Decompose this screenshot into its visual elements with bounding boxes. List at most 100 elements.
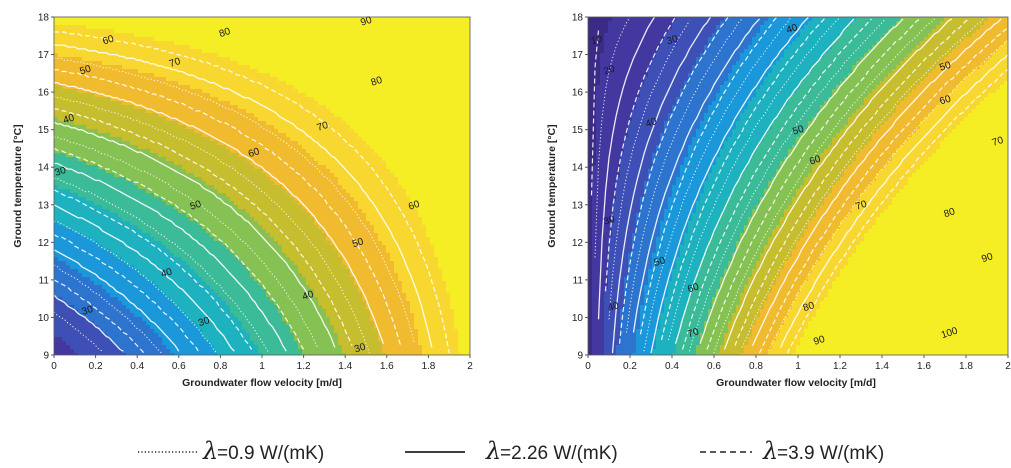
contour-band-cell: [190, 313, 195, 318]
contour-band-cell: [218, 293, 223, 298]
contour-band-cell: [118, 341, 123, 346]
contour-band-cell: [274, 345, 279, 350]
contour-band-cell: [198, 53, 203, 58]
contour-band-cell: [134, 213, 139, 218]
contour-band-cell: [158, 185, 163, 190]
contour-band-cell: [222, 281, 227, 286]
contour-band-cell: [150, 153, 155, 158]
contour-band-cell: [254, 285, 259, 290]
contour-band-cell: [66, 109, 71, 114]
contour-band-cell: [122, 133, 127, 138]
contour-band-cell: [154, 229, 159, 234]
contour-band-cell: [138, 53, 143, 58]
contour-band-cell: [222, 317, 227, 322]
contour-band-cell: [78, 165, 83, 170]
contour-band-cell: [222, 61, 227, 66]
contour-band-cell: [114, 193, 119, 198]
contour-band-cell: [98, 177, 103, 182]
contour-band-cell: [246, 209, 251, 214]
contour-band-cell: [94, 37, 99, 42]
contour-band-cell: [58, 141, 63, 146]
contour-band-cell: [282, 57, 287, 62]
contour-band-cell: [174, 29, 179, 34]
contour-band-cell: [158, 189, 163, 194]
contour-band-cell: [90, 81, 95, 86]
contour-band-cell: [198, 217, 203, 222]
contour-band-cell: [134, 353, 139, 355]
contour-band-cell: [206, 241, 211, 246]
contour-band-cell: [190, 225, 195, 230]
contour-band-cell: [194, 89, 199, 94]
contour-band-cell: [238, 113, 243, 118]
contour-band-cell: [58, 321, 63, 326]
contour-band-cell: [62, 125, 67, 130]
contour-band-cell: [74, 213, 79, 218]
contour-band-cell: [62, 329, 67, 334]
contour-band-cell: [66, 261, 71, 266]
contour-band-cell: [250, 173, 255, 178]
contour-band-cell: [94, 73, 99, 78]
contour-band-cell: [194, 293, 199, 298]
contour-band-cell: [178, 341, 183, 346]
contour-band-cell: [266, 337, 271, 342]
contour-band-cell: [158, 153, 163, 158]
contour-band-cell: [158, 133, 163, 138]
contour-band-cell: [238, 281, 243, 286]
contour-band-cell: [282, 225, 287, 230]
contour-band-cell: [250, 189, 255, 194]
contour-band-cell: [138, 313, 143, 318]
contour-band-cell: [270, 45, 275, 50]
contour-band-cell: [130, 81, 135, 86]
contour-band-cell: [250, 245, 255, 250]
contour-band-cell: [90, 261, 95, 266]
contour-band-cell: [162, 329, 167, 334]
contour-band-cell: [142, 181, 147, 186]
contour-band-cell: [246, 89, 251, 94]
contour-band-cell: [90, 213, 95, 218]
contour-band-cell: [122, 201, 127, 206]
contour-band-cell: [222, 337, 227, 342]
contour-band-cell: [142, 21, 147, 26]
contour-band-cell: [238, 25, 243, 30]
contour-band-cell: [270, 149, 275, 154]
contour-band-cell: [102, 309, 107, 314]
contour-band-cell: [158, 17, 163, 22]
contour-band-cell: [214, 97, 219, 102]
contour-band-cell: [118, 225, 123, 230]
contour-band-cell: [262, 249, 267, 254]
contour-band-cell: [130, 253, 135, 258]
contour-band-cell: [266, 133, 271, 138]
contour-band-cell: [98, 321, 103, 326]
contour-band-cell: [218, 257, 223, 262]
contour-band-cell: [174, 61, 179, 66]
contour-band-cell: [138, 41, 143, 46]
contour-band-cell: [206, 129, 211, 134]
contour-band-cell: [250, 45, 255, 50]
contour-band-cell: [194, 317, 199, 322]
contour-band-cell: [250, 209, 255, 214]
contour-band-cell: [122, 249, 127, 254]
contour-band-cell: [130, 201, 135, 206]
contour-band-cell: [282, 285, 287, 290]
contour-band-cell: [202, 277, 207, 282]
contour-band-cell: [218, 181, 223, 186]
contour-band-cell: [86, 193, 91, 198]
contour-band-cell: [202, 313, 207, 318]
contour-band-cell: [82, 293, 87, 298]
contour-band-cell: [250, 217, 255, 222]
contour-band-cell: [230, 21, 235, 26]
contour-band-cell: [278, 65, 283, 70]
contour-band-cell: [274, 57, 279, 62]
contour-band-cell: [250, 337, 255, 342]
contour-band-cell: [182, 281, 187, 286]
contour-band-cell: [286, 101, 291, 106]
contour-band-cell: [54, 173, 59, 178]
contour-band-cell: [234, 281, 239, 286]
contour-band-cell: [150, 157, 155, 162]
contour-band-cell: [246, 37, 251, 42]
contour-band-cell: [218, 273, 223, 278]
contour-band-cell: [182, 37, 187, 42]
contour-band-cell: [86, 37, 91, 42]
contour-band-cell: [198, 321, 203, 326]
contour-band-cell: [206, 37, 211, 42]
